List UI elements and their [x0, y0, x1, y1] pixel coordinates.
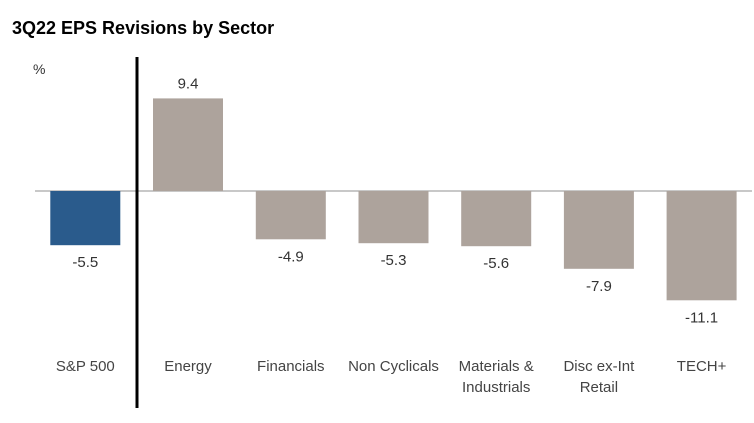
bar-6	[666, 191, 737, 301]
category-label-4-line-0: Materials &	[459, 358, 534, 375]
category-label-5-line-1: Retail	[580, 379, 618, 396]
value-label-4: -5.6	[483, 255, 509, 272]
y-axis-unit-label: %	[33, 61, 45, 77]
category-label-0: S&P 500	[56, 358, 115, 375]
bar-1	[153, 98, 223, 191]
category-label-1: Energy	[164, 358, 212, 375]
category-label-3: Non Cyclicals	[348, 358, 439, 375]
value-label-6: -11.1	[685, 309, 718, 326]
value-label-1: 9.4	[178, 75, 199, 92]
bar-4	[461, 191, 532, 247]
value-label-3: -5.3	[381, 252, 407, 269]
chart-title: 3Q22 EPS Revisions by Sector	[12, 18, 275, 38]
value-label-0: -5.5	[72, 254, 98, 271]
bar-5	[563, 191, 634, 269]
category-label-4-line-1: Industrials	[462, 379, 530, 396]
bar-0	[50, 191, 121, 246]
category-label-2: Financials	[257, 358, 325, 375]
value-label-5: -7.9	[586, 278, 612, 295]
category-label-5-line-0: Disc ex-Int	[563, 358, 635, 375]
bar-2	[255, 191, 326, 240]
value-label-2: -4.9	[278, 248, 304, 265]
bar-3	[358, 191, 429, 244]
category-label-6: TECH+	[677, 358, 727, 375]
